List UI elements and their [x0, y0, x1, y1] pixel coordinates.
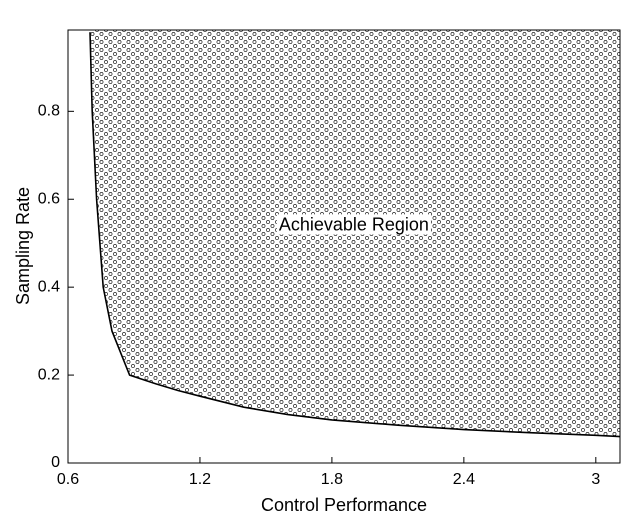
- plot-frame: [67, 29, 621, 464]
- annotation-background: [276, 214, 431, 235]
- x-tick-label: 2.4: [453, 471, 475, 488]
- x-tick-label: 1.8: [321, 471, 343, 488]
- x-axis-label: Control Performance: [261, 495, 427, 515]
- x-tick-label: 3: [591, 471, 600, 488]
- y-tick-label: 0.8: [38, 103, 60, 120]
- y-tick-label: 0.6: [38, 190, 60, 207]
- x-tick-label: 0.6: [57, 471, 79, 488]
- x-tick-label: 1.2: [189, 471, 211, 488]
- y-tick-label: 0: [51, 454, 60, 471]
- line: [89, 32, 621, 438]
- y-axis-label: Sampling Rate: [13, 187, 33, 305]
- annotation: Achievable Region: [279, 214, 429, 234]
- y-tick-label: 0.4: [38, 278, 60, 295]
- y-tick-label: 0.2: [38, 366, 60, 383]
